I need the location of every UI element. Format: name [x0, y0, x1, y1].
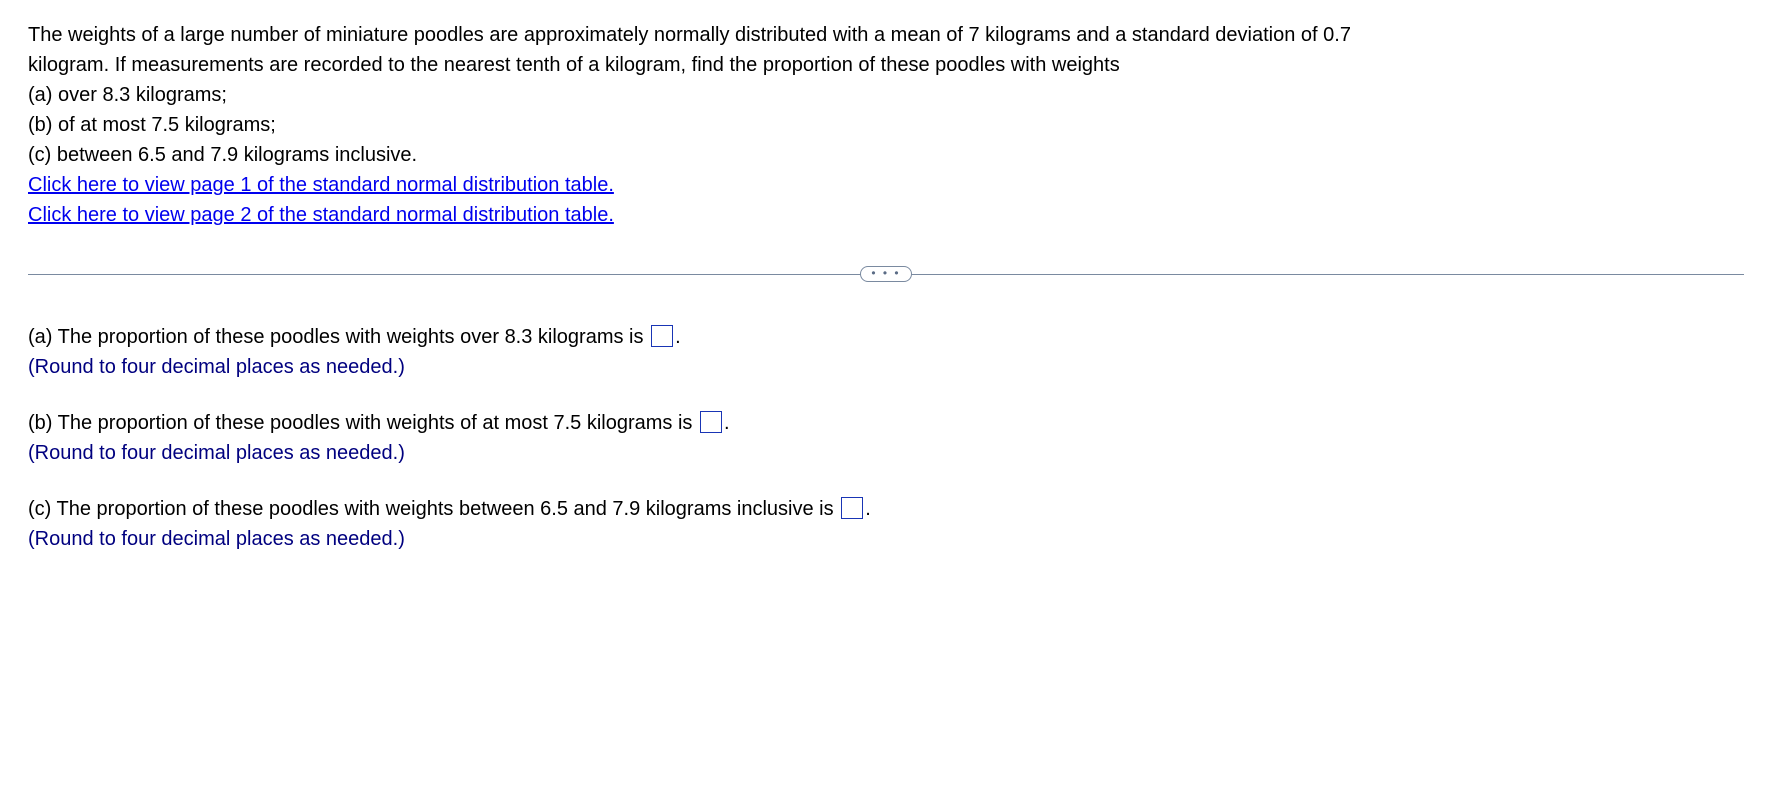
question-intro-line-2: kilogram. If measurements are recorded t…: [28, 50, 1744, 80]
question-part-b: (b) of at most 7.5 kilograms;: [28, 110, 1744, 140]
answer-b-input[interactable]: [700, 411, 722, 433]
answer-c-text-after: .: [865, 498, 871, 520]
question-part-c: (c) between 6.5 and 7.9 kilograms inclus…: [28, 140, 1744, 170]
answer-a-text-after: .: [675, 326, 681, 348]
divider-line-left: [28, 274, 861, 275]
answer-c-prompt: (c) The proportion of these poodles with…: [28, 494, 1744, 524]
question-block: The weights of a large number of miniatu…: [28, 20, 1744, 230]
table-link-1-wrap: Click here to view page 1 of the standar…: [28, 170, 1744, 200]
answer-group-c: (c) The proportion of these poodles with…: [28, 494, 1744, 554]
answer-c-input[interactable]: [841, 497, 863, 519]
expand-pill[interactable]: • • •: [860, 266, 911, 282]
answer-c-text-before: (c) The proportion of these poodles with…: [28, 498, 839, 520]
question-part-a: (a) over 8.3 kilograms;: [28, 80, 1744, 110]
answer-a-prompt: (a) The proportion of these poodles with…: [28, 322, 1744, 352]
section-divider: • • •: [28, 264, 1744, 284]
table-link-2[interactable]: Click here to view page 2 of the standar…: [28, 204, 614, 226]
answer-b-text-after: .: [724, 412, 730, 434]
answer-b-hint: (Round to four decimal places as needed.…: [28, 438, 1744, 468]
answer-c-hint: (Round to four decimal places as needed.…: [28, 524, 1744, 554]
answer-b-prompt: (b) The proportion of these poodles with…: [28, 408, 1744, 438]
table-link-1[interactable]: Click here to view page 1 of the standar…: [28, 174, 614, 196]
answer-a-input[interactable]: [651, 325, 673, 347]
answer-group-a: (a) The proportion of these poodles with…: [28, 322, 1744, 382]
answer-b-text-before: (b) The proportion of these poodles with…: [28, 412, 698, 434]
question-intro-line-1: The weights of a large number of miniatu…: [28, 20, 1744, 50]
answer-a-hint: (Round to four decimal places as needed.…: [28, 352, 1744, 382]
answer-group-b: (b) The proportion of these poodles with…: [28, 408, 1744, 468]
divider-line-right: [911, 274, 1744, 275]
answer-a-text-before: (a) The proportion of these poodles with…: [28, 326, 649, 348]
table-link-2-wrap: Click here to view page 2 of the standar…: [28, 200, 1744, 230]
